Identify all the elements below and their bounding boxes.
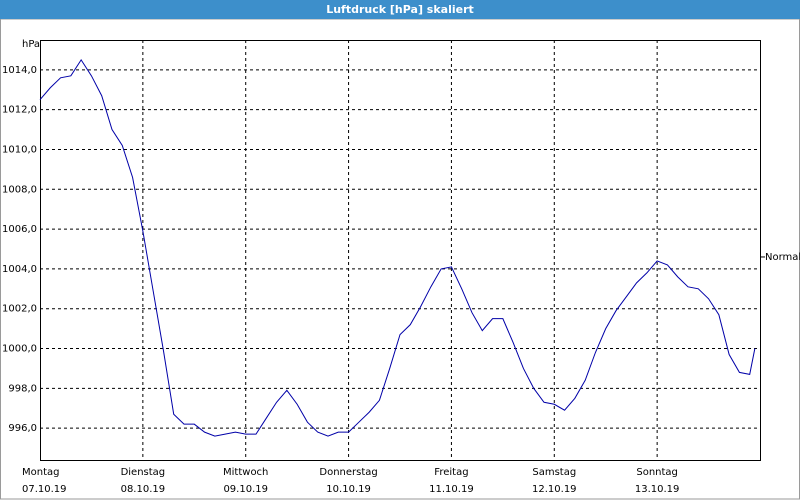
frame xyxy=(0,19,800,500)
chart: hPa 996,0 998,0 1000,0 1002,0 1004,0 1006,0 10… xyxy=(0,19,800,500)
x-tick-label: Freitag xyxy=(434,467,468,478)
y-tick-label: 1010,0 xyxy=(2,144,37,155)
y-tick-label: 1014,0 xyxy=(2,65,37,76)
x-tick-label: Sonntag xyxy=(636,467,678,478)
x-date-label: 13.10.19 xyxy=(635,484,680,495)
x-tick-label: Montag xyxy=(22,467,59,478)
y-tick-label: 1004,0 xyxy=(2,264,37,275)
y-unit: hPa xyxy=(22,39,40,50)
x-date-label: 08.10.19 xyxy=(121,484,166,495)
pressure-line xyxy=(39,58,756,437)
y-tick-label: 1008,0 xyxy=(2,184,37,195)
plot-area xyxy=(40,40,761,461)
y-tick-label: 1002,0 xyxy=(2,304,37,315)
y-tick-label: 1012,0 xyxy=(2,105,37,116)
y-tick-label: 1006,0 xyxy=(2,224,37,235)
x-tick-label: Donnerstag xyxy=(319,467,377,478)
x-date-label: 11.10.19 xyxy=(429,484,474,495)
x-tick-label: Samstag xyxy=(532,467,576,478)
y-tick-label: 998,0 xyxy=(8,383,37,394)
reference-label: Normal xyxy=(765,252,800,263)
x-tick-label: Dienstag xyxy=(121,467,166,478)
x-date-label: 12.10.19 xyxy=(532,484,577,495)
x-date-label: 07.10.19 xyxy=(22,484,67,495)
y-tick-label: 996,0 xyxy=(8,423,37,434)
y-tick-label: 1000,0 xyxy=(2,344,37,355)
window-title: Luftdruck [hPa] skaliert xyxy=(0,0,800,19)
x-date-label: 10.10.19 xyxy=(326,484,371,495)
x-tick-label: Mittwoch xyxy=(223,467,268,478)
x-date-label: 09.10.19 xyxy=(223,484,268,495)
